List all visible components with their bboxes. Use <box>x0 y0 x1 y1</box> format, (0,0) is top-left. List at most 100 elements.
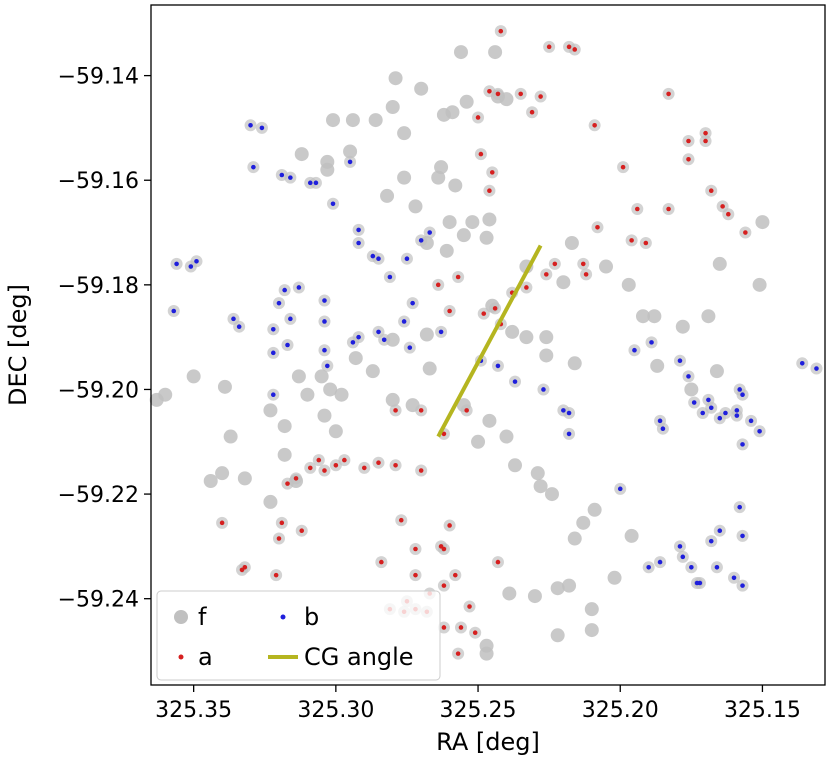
y-tick-label: −59.24 <box>58 588 139 613</box>
f-point <box>550 581 565 596</box>
cg-angle-layer <box>436 244 543 438</box>
f-point <box>380 188 395 203</box>
a-point <box>447 308 452 314</box>
y-tick-label: −59.22 <box>58 483 139 508</box>
b-point <box>657 418 663 424</box>
b-point <box>632 347 637 353</box>
b-point <box>313 180 319 186</box>
f-point <box>584 602 599 617</box>
b-point <box>356 334 361 340</box>
f-point <box>343 144 358 159</box>
a-point <box>498 28 504 34</box>
b-point <box>251 164 256 170</box>
a-point <box>643 240 649 246</box>
f-point <box>277 419 292 434</box>
f-point <box>300 387 315 402</box>
f-point <box>621 277 636 292</box>
b-point <box>731 575 737 581</box>
b-point <box>171 308 177 314</box>
f-point <box>709 364 724 379</box>
a-point <box>489 170 495 175</box>
y-axis-label: DEC [deg] <box>4 284 32 406</box>
b-point <box>330 201 336 207</box>
f-point <box>348 351 363 366</box>
f-point <box>408 199 423 214</box>
a-point <box>316 457 322 463</box>
a-point <box>285 481 290 486</box>
a-point <box>447 523 452 528</box>
f-point <box>439 243 454 258</box>
a-point <box>543 272 549 277</box>
plot-area <box>149 25 823 661</box>
b-point <box>512 379 518 384</box>
a-point <box>376 460 381 465</box>
b-point <box>691 400 697 405</box>
f-point <box>519 330 534 345</box>
b-point <box>737 504 742 510</box>
f-point <box>675 319 690 334</box>
f-point <box>502 586 517 601</box>
a-point <box>458 625 464 630</box>
b-point <box>418 238 424 243</box>
a-point <box>495 559 501 565</box>
f-point <box>530 466 545 481</box>
b-point <box>407 345 413 350</box>
b-point <box>376 256 381 261</box>
f-point <box>624 528 639 543</box>
f-point <box>263 494 278 509</box>
b-point <box>376 329 381 335</box>
f-point <box>584 623 599 638</box>
a-point <box>279 520 285 526</box>
a-point <box>441 431 447 437</box>
legend-a-marker <box>178 654 184 660</box>
f-point <box>320 162 335 177</box>
f-point <box>442 215 457 230</box>
b-point <box>799 361 805 366</box>
f-point <box>701 309 716 324</box>
f-point <box>755 215 770 230</box>
f-point <box>422 361 437 376</box>
b-point <box>270 350 276 356</box>
a-point <box>492 306 498 311</box>
a-point <box>322 468 327 473</box>
f-point <box>456 228 471 243</box>
b-point <box>276 300 282 306</box>
y-tick-label: −59.16 <box>58 169 139 194</box>
f-point <box>385 100 400 114</box>
a-point <box>487 89 492 94</box>
b-point <box>404 256 410 261</box>
legend-cg-label: CG angle <box>304 643 414 671</box>
a-point <box>743 230 748 235</box>
a-point <box>393 463 398 468</box>
b-point <box>677 358 683 363</box>
a-point <box>441 625 447 630</box>
x-axis-ticks: 325.35 325.30 325.25 325.20 325.15 <box>155 685 801 723</box>
b-point <box>740 583 745 588</box>
b-point <box>734 408 740 413</box>
b-point <box>541 387 546 392</box>
f-point <box>223 429 238 444</box>
a-point <box>293 476 299 481</box>
b-point <box>646 565 651 570</box>
b-point <box>686 374 691 379</box>
y-axis-ticks: −59.14 −59.16 −59.18 −59.20 −59.22 −59.24 <box>58 65 151 613</box>
a-point <box>703 138 708 144</box>
b-point <box>410 300 415 306</box>
a-point <box>219 520 225 526</box>
f-point <box>388 71 403 86</box>
a-point <box>239 567 245 573</box>
b-point <box>660 426 666 431</box>
f-point <box>539 330 554 345</box>
b-point <box>680 554 686 560</box>
a-point <box>438 544 444 549</box>
a-point <box>273 572 279 578</box>
b-point <box>270 327 276 332</box>
f-point <box>562 578 577 593</box>
x-tick-label: 325.20 <box>582 698 659 723</box>
b-point <box>740 392 745 397</box>
f-point <box>499 429 514 444</box>
f-point <box>576 515 591 530</box>
b-point <box>322 319 327 324</box>
b-point <box>740 533 745 539</box>
